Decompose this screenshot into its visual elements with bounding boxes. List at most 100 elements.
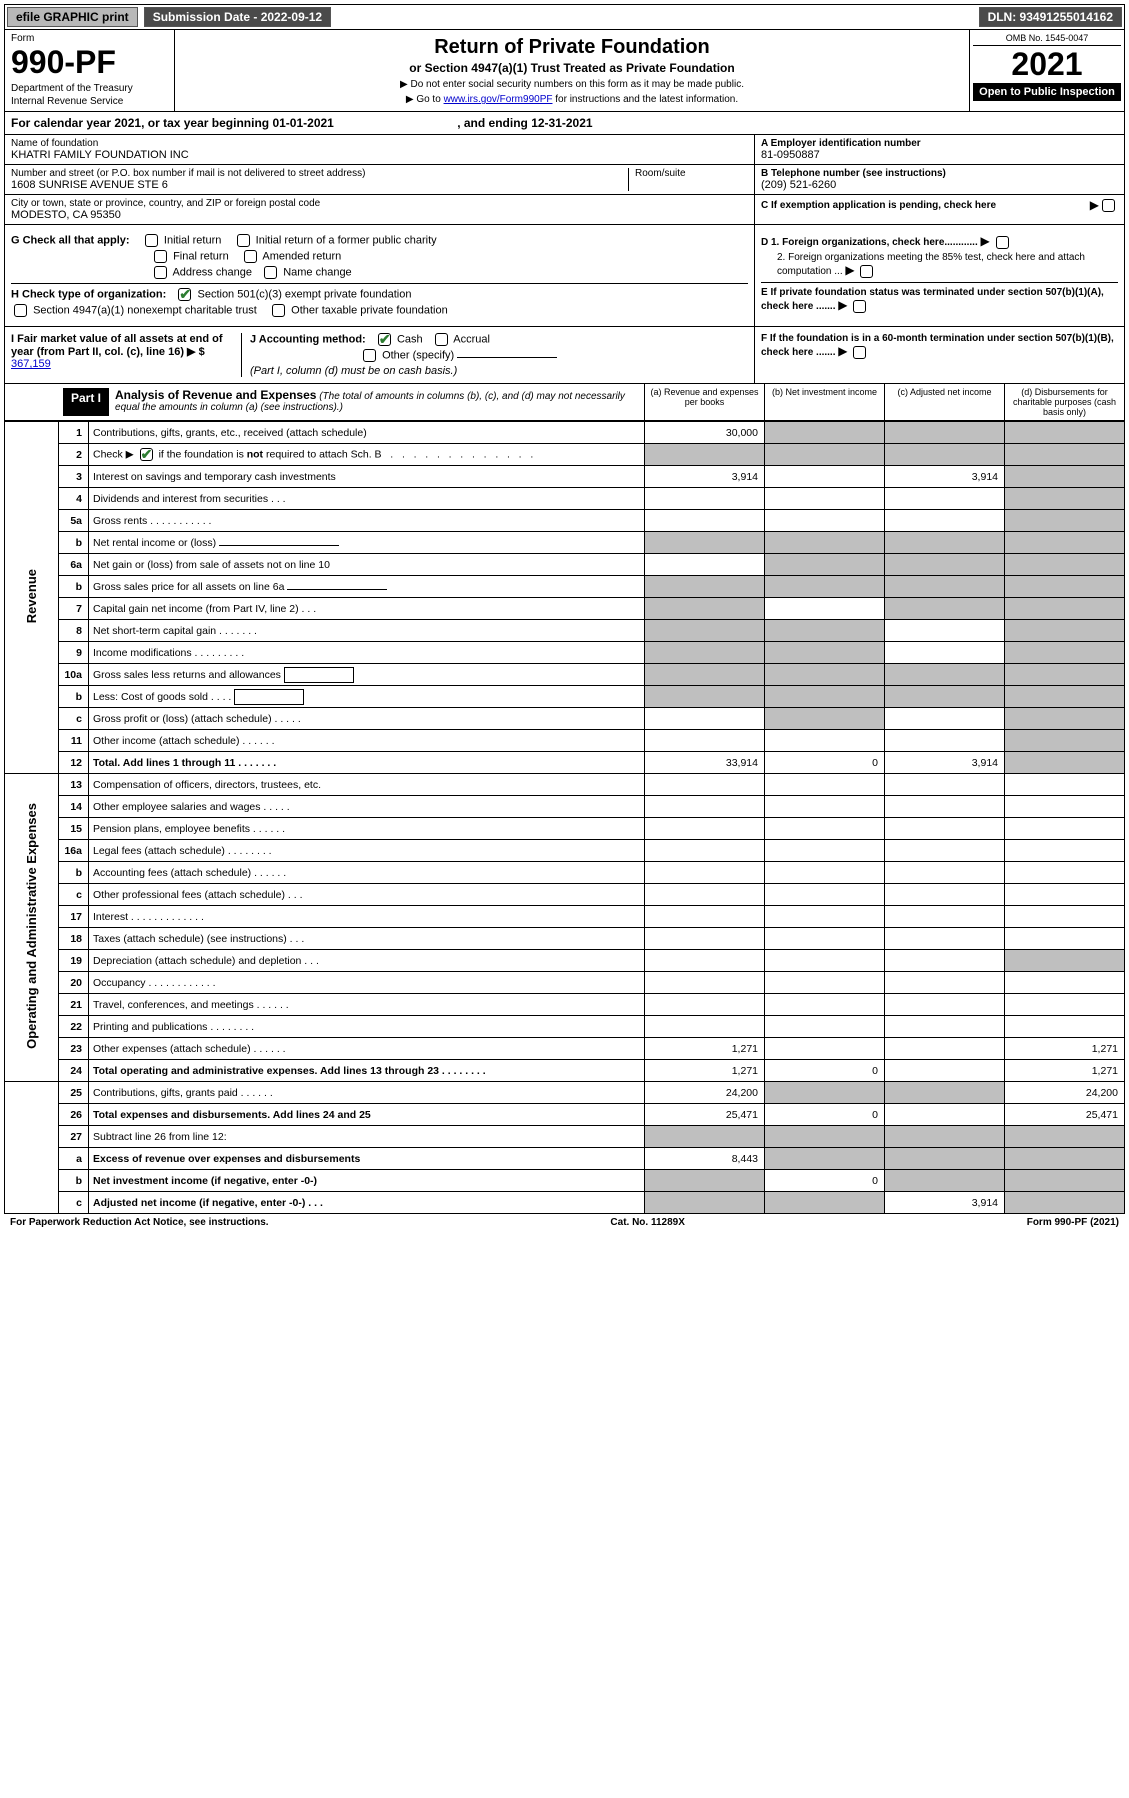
part1-label: Part I	[63, 388, 109, 416]
table-row: 10aGross sales less returns and allowanc…	[5, 664, 1125, 686]
j-other-checkbox[interactable]	[363, 349, 376, 362]
table-row: 5aGross rents . . . . . . . . . . .	[5, 510, 1125, 532]
ssn-note: ▶ Do not enter social security numbers o…	[181, 79, 963, 90]
form-ref: Form 990-PF (2021)	[1027, 1217, 1119, 1228]
page-footer: For Paperwork Reduction Act Notice, see …	[4, 1214, 1125, 1231]
efile-print-button[interactable]: efile GRAPHIC print	[7, 7, 138, 27]
table-row: 15Pension plans, employee benefits . . .…	[5, 818, 1125, 840]
section-g-h: G Check all that apply: Initial return I…	[4, 225, 1125, 327]
g-final-checkbox[interactable]	[154, 250, 167, 263]
table-row: 20Occupancy . . . . . . . . . . . .	[5, 972, 1125, 994]
part1-table: Revenue 1Contributions, gifts, grants, e…	[4, 421, 1125, 1214]
col-a-header: (a) Revenue and expenses per books	[644, 384, 764, 420]
irs: Internal Revenue Service	[11, 96, 168, 107]
phone: (209) 521-6260	[761, 179, 1118, 191]
dln: DLN: 93491255014162	[979, 7, 1122, 27]
goto-note: ▶ Go to www.irs.gov/Form990PF for instru…	[181, 94, 963, 105]
f-checkbox[interactable]	[853, 346, 866, 359]
section-i-j-f: I Fair market value of all assets at end…	[4, 327, 1125, 384]
table-row: 6aNet gain or (loss) from sale of assets…	[5, 554, 1125, 576]
revenue-section-label: Revenue	[24, 569, 39, 623]
h-501c3-checkbox[interactable]	[178, 288, 191, 301]
calendar-year-line: For calendar year 2021, or tax year begi…	[4, 112, 1125, 135]
table-row: 23Other expenses (attach schedule) . . .…	[5, 1038, 1125, 1060]
table-row: 12Total. Add lines 1 through 11 . . . . …	[5, 752, 1125, 774]
e-label: E If private foundation status was termi…	[761, 287, 1104, 312]
d2-checkbox[interactable]	[860, 265, 873, 278]
c-checkbox[interactable]	[1102, 199, 1115, 212]
topbar: efile GRAPHIC print Submission Date - 20…	[4, 4, 1125, 30]
table-row: 16aLegal fees (attach schedule) . . . . …	[5, 840, 1125, 862]
part1-title: Analysis of Revenue and Expenses	[115, 388, 316, 402]
form-number: 990-PF	[11, 44, 168, 81]
i-fmv-value: 367,159	[11, 358, 51, 370]
form-label: Form	[11, 33, 168, 44]
d1-checkbox[interactable]	[996, 236, 1009, 249]
form-subtitle: or Section 4947(a)(1) Trust Treated as P…	[181, 61, 963, 75]
table-row: cAdjusted net income (if negative, enter…	[5, 1192, 1125, 1214]
ein-label: A Employer identification number	[761, 138, 1118, 149]
e-checkbox[interactable]	[853, 300, 866, 313]
c-exemption-label: C If exemption application is pending, c…	[761, 200, 996, 211]
table-row: 4Dividends and interest from securities …	[5, 488, 1125, 510]
i-fmv-label: I Fair market value of all assets at end…	[11, 333, 223, 358]
col-c-header: (c) Adjusted net income	[884, 384, 1004, 420]
street-address: 1608 SUNRISE AVENUE STE 6	[11, 179, 628, 191]
table-row: cGross profit or (loss) (attach schedule…	[5, 708, 1125, 730]
h-other-checkbox[interactable]	[272, 304, 285, 317]
d1-label: D 1. Foreign organizations, check here..…	[761, 237, 978, 248]
table-row: 19Depreciation (attach schedule) and dep…	[5, 950, 1125, 972]
form-header: Form 990-PF Department of the Treasury I…	[4, 30, 1125, 112]
table-row: 18Taxes (attach schedule) (see instructi…	[5, 928, 1125, 950]
name-label: Name of foundation	[11, 138, 748, 149]
open-to-public: Open to Public Inspection	[973, 83, 1121, 101]
g-address-checkbox[interactable]	[154, 266, 167, 279]
table-row: 2Check ▶ if the foundation is not requir…	[5, 444, 1125, 466]
phone-label: B Telephone number (see instructions)	[761, 168, 1118, 179]
city-state-zip: MODESTO, CA 95350	[11, 209, 748, 221]
ein: 81-0950887	[761, 149, 1118, 161]
sch-b-checkbox[interactable]	[140, 448, 153, 461]
form990pf-link[interactable]: www.irs.gov/Form990PF	[444, 94, 553, 105]
dept-treasury: Department of the Treasury	[11, 83, 168, 94]
table-row: cOther professional fees (attach schedul…	[5, 884, 1125, 906]
g-label: G Check all that apply:	[11, 234, 130, 246]
table-row: 25Contributions, gifts, grants paid . . …	[5, 1082, 1125, 1104]
table-row: bGross sales price for all assets on lin…	[5, 576, 1125, 598]
foundation-name: KHATRI FAMILY FOUNDATION INC	[11, 149, 748, 161]
table-row: 11Other income (attach schedule) . . . .…	[5, 730, 1125, 752]
j-cash-checkbox[interactable]	[378, 333, 391, 346]
table-row: 8Net short-term capital gain . . . . . .…	[5, 620, 1125, 642]
table-row: Operating and Administrative Expenses 13…	[5, 774, 1125, 796]
submission-date: Submission Date - 2022-09-12	[144, 7, 331, 27]
table-row: 9Income modifications . . . . . . . . .	[5, 642, 1125, 664]
room-label: Room/suite	[635, 168, 748, 179]
g-initial-checkbox[interactable]	[145, 234, 158, 247]
table-row: bLess: Cost of goods sold . . . .	[5, 686, 1125, 708]
table-row: 17Interest . . . . . . . . . . . . .	[5, 906, 1125, 928]
h-label: H Check type of organization:	[11, 288, 166, 300]
d2-label: 2. Foreign organizations meeting the 85%…	[777, 252, 1085, 277]
part1-header: Part I Analysis of Revenue and Expenses …	[4, 384, 1125, 421]
table-row: Revenue 1Contributions, gifts, grants, e…	[5, 422, 1125, 444]
j-accrual-checkbox[interactable]	[435, 333, 448, 346]
entity-info: Name of foundation KHATRI FAMILY FOUNDAT…	[4, 135, 1125, 225]
g-amended-checkbox[interactable]	[244, 250, 257, 263]
table-row: 22Printing and publications . . . . . . …	[5, 1016, 1125, 1038]
col-b-header: (b) Net investment income	[764, 384, 884, 420]
table-row: 27Subtract line 26 from line 12:	[5, 1126, 1125, 1148]
table-row: 24Total operating and administrative exp…	[5, 1060, 1125, 1082]
f-label: F If the foundation is in a 60-month ter…	[761, 333, 1114, 358]
table-row: 21Travel, conferences, and meetings . . …	[5, 994, 1125, 1016]
city-label: City or town, state or province, country…	[11, 198, 748, 209]
h-4947-checkbox[interactable]	[14, 304, 27, 317]
tax-year: 2021	[973, 46, 1121, 83]
g-initial-former-checkbox[interactable]	[237, 234, 250, 247]
opadmin-section-label: Operating and Administrative Expenses	[24, 803, 39, 1049]
address-label: Number and street (or P.O. box number if…	[11, 168, 628, 179]
cat-no: Cat. No. 11289X	[610, 1217, 684, 1228]
table-row: 7Capital gain net income (from Part IV, …	[5, 598, 1125, 620]
table-row: bNet rental income or (loss)	[5, 532, 1125, 554]
g-name-checkbox[interactable]	[264, 266, 277, 279]
table-row: 26Total expenses and disbursements. Add …	[5, 1104, 1125, 1126]
